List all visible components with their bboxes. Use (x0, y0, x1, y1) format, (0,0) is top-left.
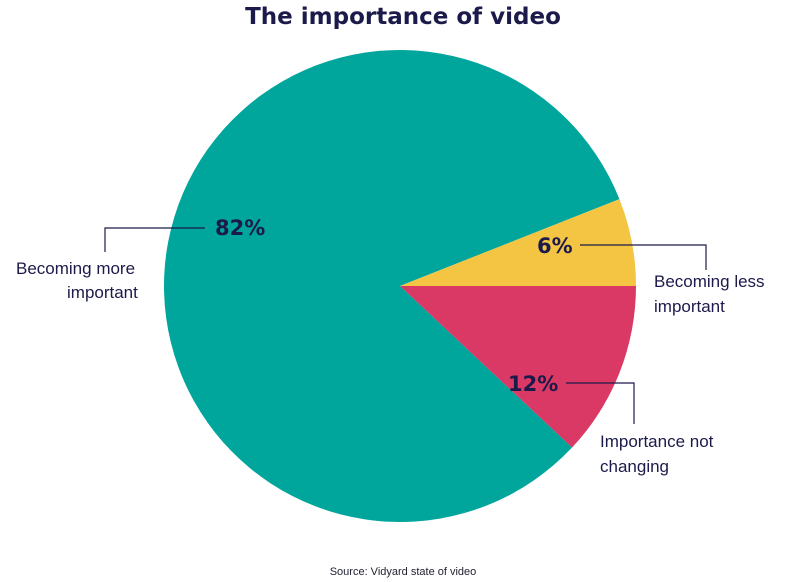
chart-title: The importance of video (245, 4, 561, 30)
slice-becoming-more-important-leader-line (104, 227, 205, 252)
slice-importance-not-changing (400, 286, 636, 448)
slice-importance-not-changing-category-label: Importance not (600, 432, 714, 451)
slice-importance-not-changing-value-label: 12% (508, 372, 558, 396)
slice-becoming-less-important-leader-line (580, 244, 707, 270)
slice-becoming-less-important-category-label: Becoming less (654, 272, 765, 291)
source-note: Source: Vidyard state of video (329, 566, 477, 578)
slice-becoming-less-important-category-label: important (654, 297, 725, 316)
slice-becoming-more-important-category-label: important (67, 283, 138, 302)
slice-importance-not-changing-leader-line (566, 382, 635, 424)
slice-becoming-more-important (163, 50, 620, 522)
slice-becoming-more-important-value-label: 82% (215, 216, 265, 240)
slice-importance-not-changing-category-label: changing (600, 457, 669, 476)
slice-becoming-more-important-category-label: Becoming more (16, 259, 135, 278)
slice-becoming-less-important-value-label: 6% (537, 234, 573, 258)
slice-becoming-less-important (400, 199, 636, 286)
